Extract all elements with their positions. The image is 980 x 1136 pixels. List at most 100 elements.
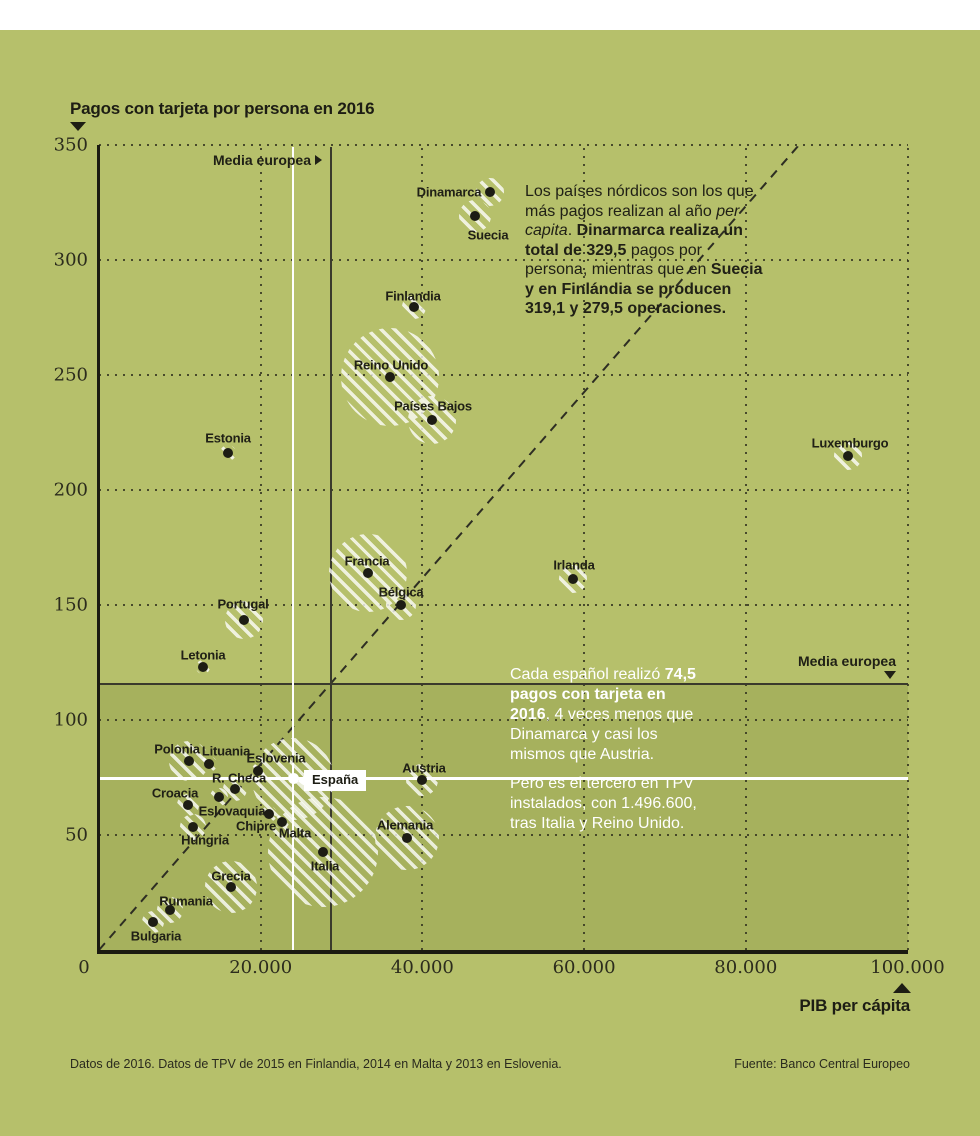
- label-grecia: Grecia: [211, 868, 251, 884]
- label-malta: Malta: [278, 825, 312, 841]
- footer-data-note: Datos de 2016. Datos de TPV de 2015 en F…: [70, 1057, 562, 1071]
- gridline-horizontal: [99, 834, 908, 836]
- media-europea-horizontal-line: [99, 683, 908, 686]
- gridline-horizontal: [99, 259, 908, 261]
- point-eslovaquia: [214, 792, 225, 803]
- footer-source: Fuente: Banco Central Europeo: [734, 1057, 910, 1071]
- y-tick-label: 100: [53, 709, 88, 731]
- gridline-vertical: [906, 147, 909, 950]
- point-rumania: [165, 904, 176, 915]
- label-lituania: Lituania: [201, 743, 251, 759]
- label-eslovaquia: Eslovaquia: [198, 803, 266, 819]
- point-grecia: [225, 881, 236, 892]
- x-axis-up-arrow-icon: [893, 983, 911, 993]
- media-europea-vertical-line: [330, 147, 333, 950]
- gridline-vertical: [259, 147, 262, 950]
- y-axis-line: [97, 145, 100, 954]
- label-reino-unido: Reino Unido: [353, 357, 429, 373]
- x-tick-label: 60.000: [552, 957, 616, 978]
- arrow-right-icon: [315, 155, 322, 165]
- annotation-text-segment: per capita: [525, 202, 740, 240]
- label-finlandia: Finlandia: [385, 288, 441, 304]
- point-suecia: [469, 211, 480, 222]
- point-alemania: [402, 833, 413, 844]
- point-r-checa: [229, 784, 240, 794]
- annotation-text-segment: Suecia y en Finlándia se producen 319,1 …: [525, 261, 763, 317]
- label-dinamarca: Dinamarca: [416, 184, 482, 200]
- label-hungria: Hungría: [181, 832, 229, 848]
- gridline-horizontal: [99, 144, 908, 146]
- top-white-strip: [0, 0, 980, 30]
- y-tick-label: 300: [53, 249, 88, 271]
- x-tick-label: 20.000: [229, 957, 293, 978]
- y-tick-label: 50: [65, 824, 88, 846]
- x-axis-title: PIB per cápita: [799, 996, 910, 1015]
- label-italia: Italia: [310, 858, 340, 874]
- point-polonia: [183, 756, 194, 767]
- point-italia: [317, 847, 328, 858]
- annotation-text-segment: Cada español realizó: [510, 666, 665, 683]
- label-austria: Austria: [402, 760, 446, 776]
- point-estonia: [223, 448, 234, 459]
- label-luxemburgo: Luxemburgo: [811, 435, 889, 451]
- point-eslovenia: [253, 765, 264, 776]
- x-tick-label: 0: [78, 957, 90, 978]
- label-francia: Francia: [344, 553, 390, 569]
- annotation-espana-paragraph-1: Cada español realizó 74,5 pagos con tarj…: [510, 665, 710, 765]
- point-reino-unido: [385, 372, 396, 383]
- media-europea-vertical-label: Media europea: [200, 152, 322, 168]
- chart-title: Pagos con tarjeta por persona en 2016: [70, 99, 375, 118]
- label-paises-bajos: Países Bajos: [394, 398, 472, 414]
- point-bulgaria: [148, 917, 159, 928]
- arrow-down-icon: [884, 671, 896, 679]
- point-luxemburgo: [842, 450, 853, 461]
- label-polonia: Polonia: [154, 741, 200, 757]
- point-austria: [417, 774, 428, 785]
- label-chipre: Chipre: [236, 818, 276, 834]
- media-europea-horizontal-label: Media europea: [797, 653, 896, 669]
- annotation-nordics: Los países nórdicos son los que más pago…: [525, 182, 763, 319]
- point-croacia: [182, 800, 193, 811]
- x-axis-line: [97, 950, 908, 954]
- point-espana: [287, 773, 299, 785]
- gridline-vertical: [421, 147, 424, 950]
- annotation-text-segment: .: [567, 222, 577, 239]
- y-tick-label: 350: [53, 134, 88, 156]
- espana-vertical-line: [291, 147, 295, 950]
- annotation-espana: Cada español realizó 74,5 pagos con tarj…: [510, 665, 710, 834]
- media-europea-top-text: Media europea: [212, 152, 311, 168]
- gridline-horizontal: [99, 719, 908, 721]
- label-alemania: Alemania: [376, 817, 434, 833]
- espana-horizontal-line: [99, 777, 908, 780]
- label-rumania: Rumania: [159, 893, 213, 909]
- x-tick-label: 100.000: [870, 957, 945, 978]
- y-tick-label: 200: [53, 479, 88, 501]
- point-francia: [363, 567, 374, 578]
- gridline-vertical: [744, 147, 747, 950]
- y-tick-label: 250: [53, 364, 88, 386]
- x-tick-label: 80.000: [714, 957, 778, 978]
- label-bulgaria: Bulgaria: [130, 928, 182, 944]
- point-paises-bajos: [427, 414, 438, 425]
- gridline-horizontal: [99, 489, 908, 491]
- point-finlandia: [409, 302, 420, 313]
- annotation-text-segment: 74,5 pagos con tarjeta en 2016: [510, 666, 696, 723]
- gridline-horizontal: [99, 604, 908, 606]
- label-r-checa: R. Checa: [211, 770, 267, 786]
- y-tick-label: 150: [53, 594, 88, 616]
- point-portugal: [238, 614, 249, 625]
- point-irlanda: [567, 573, 578, 584]
- point-lituania: [203, 758, 214, 769]
- annotation-text-segment: Los países nórdicos son los que más pago…: [525, 183, 754, 220]
- point-malta: [276, 817, 287, 828]
- gridline-horizontal: [99, 374, 908, 376]
- point-belgica: [396, 600, 407, 610]
- point-chipre: [263, 809, 274, 820]
- annotation-text-segment: Pero es el tercero en TPV instalados, co…: [510, 775, 697, 832]
- espana-highlight-tag: España: [297, 770, 367, 791]
- y-axis-down-arrow-icon: [70, 122, 86, 131]
- label-belgica: Bélgica: [378, 584, 424, 600]
- label-suecia: Suecia: [467, 227, 509, 243]
- label-letonia: Letonia: [180, 647, 226, 663]
